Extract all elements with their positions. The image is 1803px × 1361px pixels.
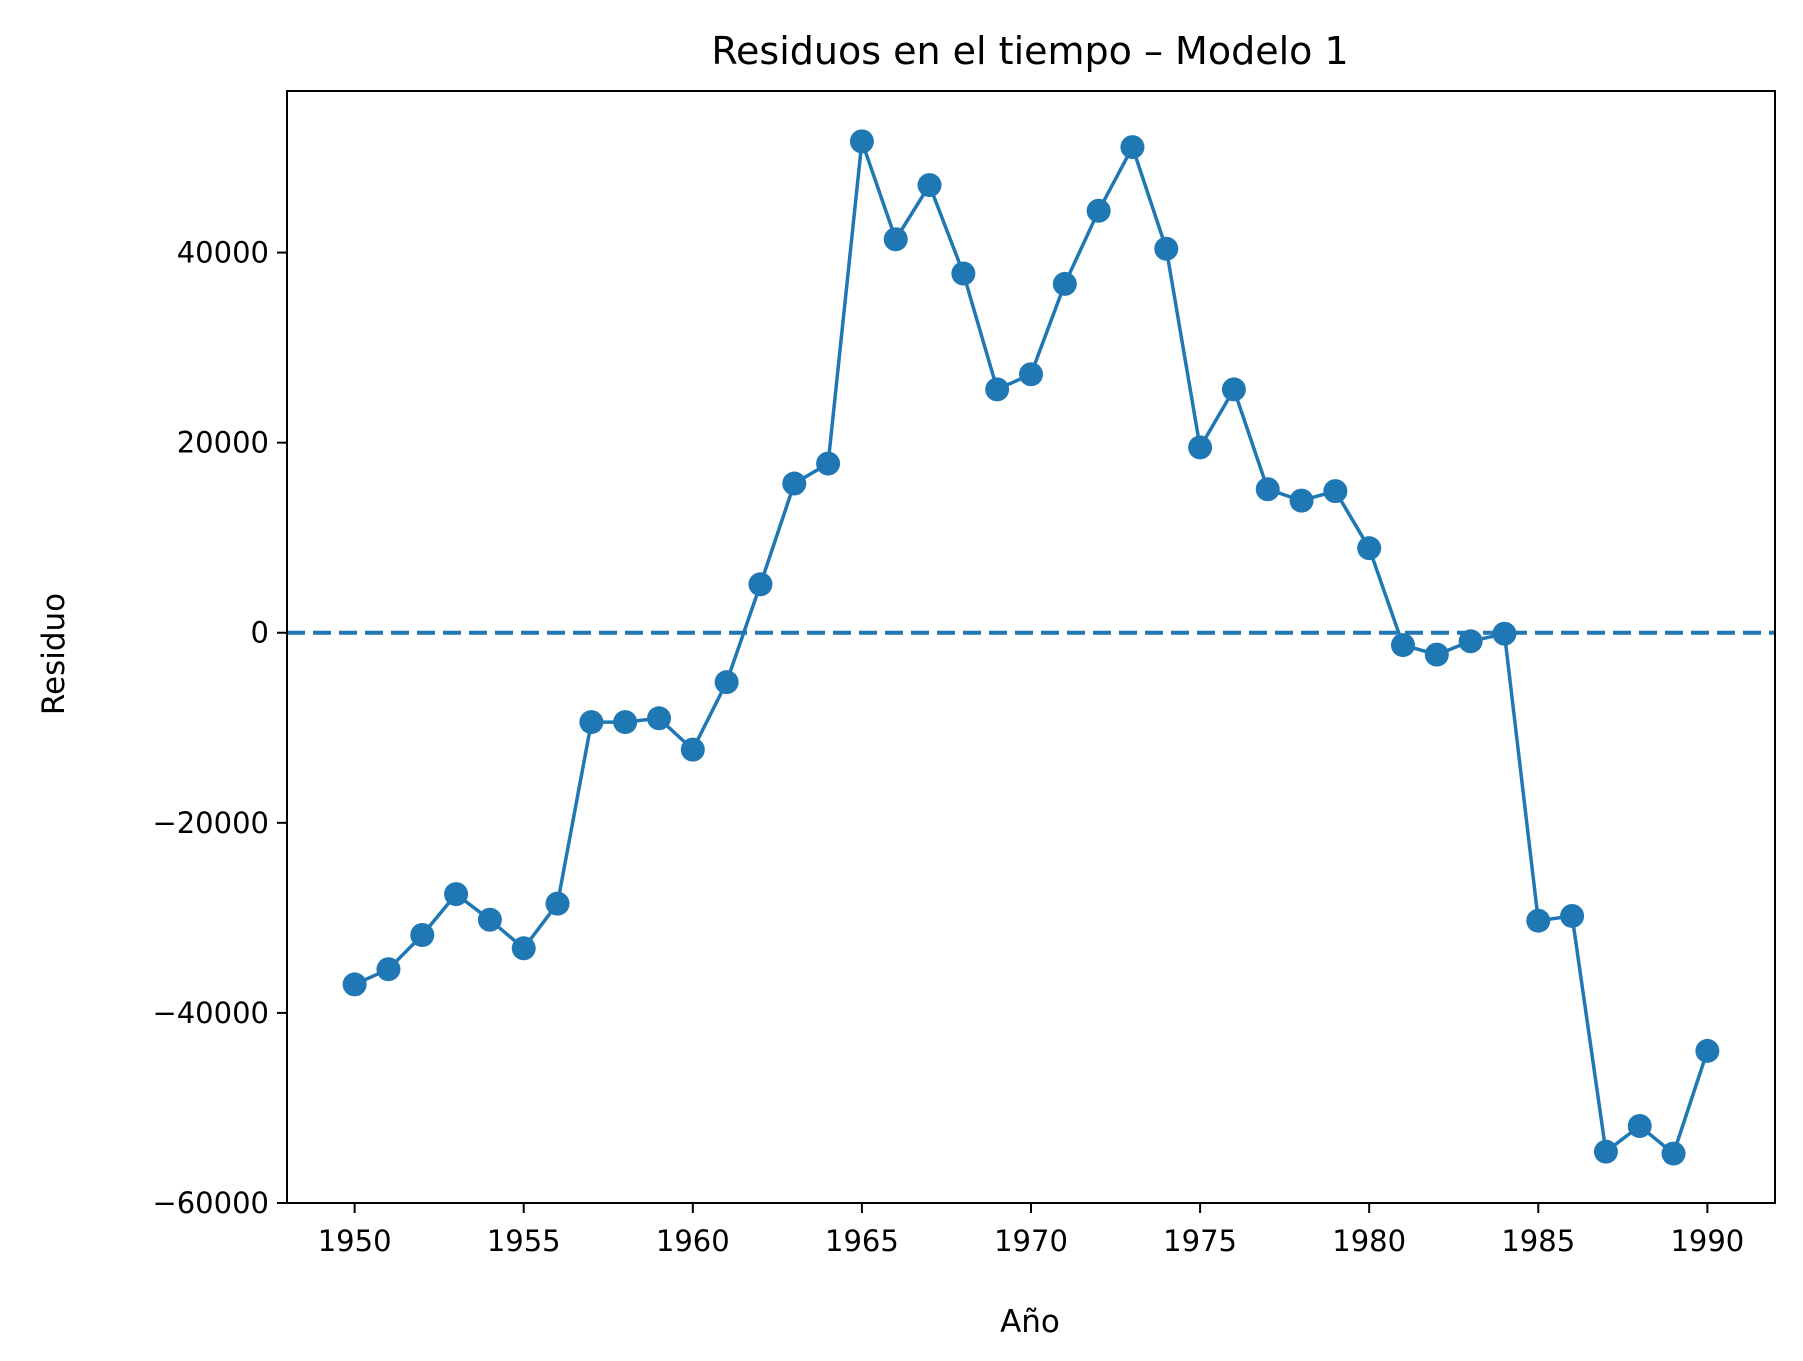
data-point [1357,536,1382,561]
x-tick-label: 1985 [1501,1224,1575,1258]
data-point [511,936,536,961]
data-point [1221,377,1246,402]
x-tick-label: 1955 [487,1224,561,1258]
data-point [1661,1141,1686,1166]
data-point [1424,642,1449,667]
y-axis: −60000 −40000 −20000 0 20000 40000 [152,236,287,1220]
data-point [714,670,739,695]
y-axis-label: Residuo [36,593,72,715]
data-point [1019,362,1043,387]
data-point [816,451,841,476]
series-line [353,139,1710,1156]
data-point [647,706,671,731]
data-point [985,377,1010,402]
data-point [680,737,705,762]
data-point [342,972,367,997]
plot-area-frame [286,90,1776,1204]
data-point [1154,236,1179,261]
data-point [579,710,604,735]
data-point [1255,477,1280,502]
y-tick-label: 0 [251,616,269,650]
data-point [545,891,570,916]
x-tick-label: 1975 [1163,1224,1237,1258]
x-tick-label: 1980 [1332,1224,1406,1258]
chart-title: Residuos en el tiempo – Modelo 1 [711,29,1348,73]
data-point [410,922,435,947]
data-point [477,907,502,932]
x-tick-label: 1950 [318,1224,392,1258]
data-point [1458,629,1483,654]
data-point [1323,479,1348,504]
y-tick-label: −60000 [152,1186,269,1220]
data-point [1593,1139,1618,1164]
data-point [883,227,908,252]
y-tick-label: −20000 [152,806,269,840]
y-tick-label: 20000 [177,426,269,460]
data-point [951,261,976,286]
x-axis-label: Año [1000,1304,1060,1340]
data-point [1188,435,1213,460]
data-point [1391,633,1415,658]
data-point [1120,135,1145,160]
data-point [1086,198,1111,223]
x-tick-label: 1965 [825,1224,899,1258]
data-point [849,129,874,154]
x-axis: 1950 1955 1960 1965 1970 1975 1980 1985 1990 [318,1203,1744,1258]
data-point [1627,1114,1652,1139]
x-tick-label: 1960 [656,1224,730,1258]
x-tick-label: 1970 [994,1224,1068,1258]
y-tick-label: −40000 [152,996,269,1030]
data-point [1492,621,1517,646]
data-point [1560,903,1585,928]
data-point [444,882,469,907]
data-point [1695,1038,1720,1063]
y-tick-label: 40000 [177,236,269,270]
x-tick-label: 1990 [1670,1224,1744,1258]
data-point [782,471,807,496]
data-point [917,173,942,198]
data-point [1526,908,1551,933]
data-point [613,710,638,735]
data-points [342,129,1720,1166]
data-point [1052,271,1077,296]
data-point [748,572,773,597]
data-point [1289,488,1314,513]
data-point [376,957,401,982]
